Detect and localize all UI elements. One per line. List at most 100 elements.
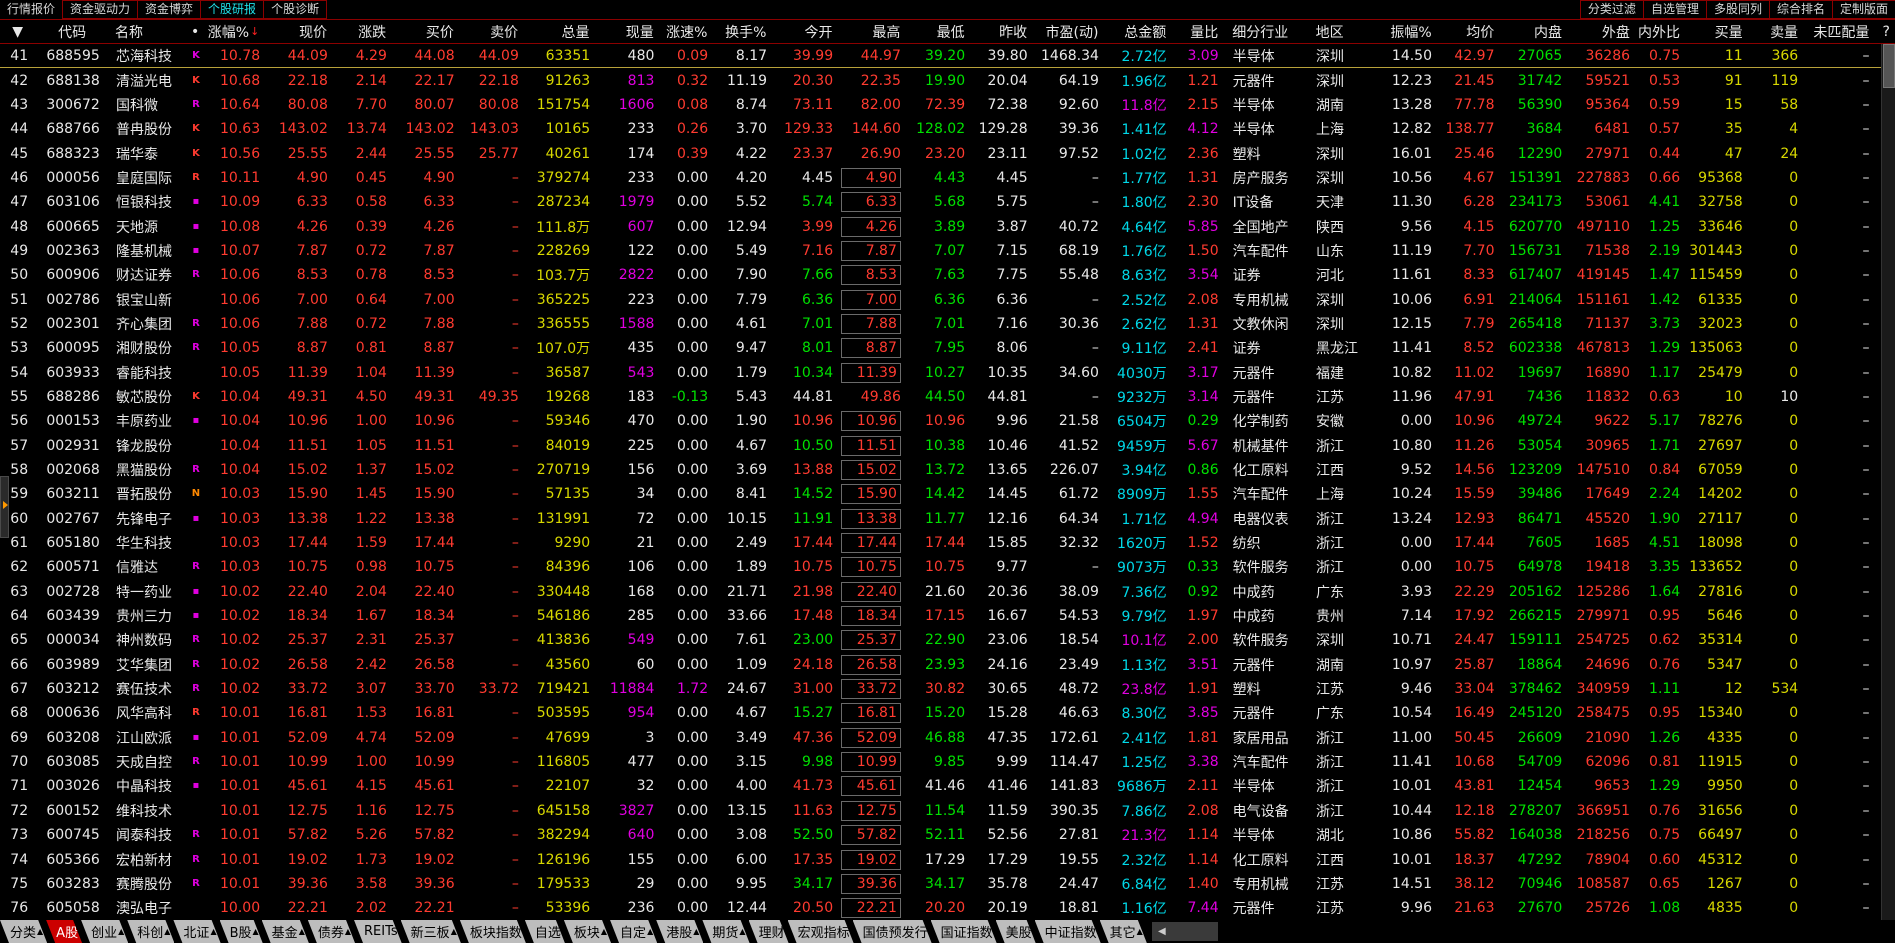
- bottom-tab-14[interactable]: 自定 ▲: [610, 920, 657, 943]
- table-row[interactable]: 74 605366 宏柏新材 R 10.01 19.02 1.73 19.02–126196 1…: [0, 847, 1895, 871]
- bottom-tab-16[interactable]: 期货 ▲: [702, 920, 749, 943]
- column-header-flag[interactable]: •: [182, 20, 208, 44]
- vertical-scrollbar[interactable]: [1881, 44, 1895, 920]
- scrollbar-thumb[interactable]: [1883, 44, 1895, 88]
- bottom-tab-23[interactable]: 其它 ▲: [1100, 920, 1147, 943]
- column-header-avg[interactable]: 均价: [1440, 20, 1503, 44]
- bottom-tab-9[interactable]: REITs: [354, 920, 402, 943]
- table-row[interactable]: 69 603208 江山欧派 ▪ 10.01 52.09 4.74 52.09–47699 3 0…: [0, 726, 1895, 750]
- column-header-code[interactable]: 代码: [35, 20, 109, 44]
- column-header-outer[interactable]: 外盘: [1570, 20, 1638, 44]
- bottom-tab-19[interactable]: 国债预发行: [853, 920, 932, 943]
- column-header-help[interactable]: ?: [1877, 20, 1895, 44]
- table-row[interactable]: 58 002068 黑猫股份 R 10.04 15.02 1.37 15.02–270719 1…: [0, 458, 1895, 482]
- table-row[interactable]: 70 603085 天成自控 R 10.01 10.99 1.00 10.99–116805 4…: [0, 750, 1895, 774]
- table-row[interactable]: 61 605180 华生科技 10.03 17.44 1.59 17.44–9290 21 0.…: [0, 531, 1895, 555]
- table-row[interactable]: 49 002363 隆基机械 ▪ 10.07 7.87 0.72 7.87–228269 122…: [0, 239, 1895, 263]
- bottom-tab-bar[interactable]: 分类 ▲ A股 创业 ▲ 科创 ▲ 北证 ▲ B股 ▲ 基金 ▲ 债券 ▲ REITs 新三板 ▲ 板块指数 自选 板块…: [0, 920, 1895, 943]
- column-header-pe[interactable]: 市盈(动): [1035, 20, 1106, 44]
- table-row[interactable]: 41 688595 芯海科技 K 10.78 44.09 4.29 44.08 44.09 633…: [0, 44, 1895, 69]
- table-row[interactable]: 43 300672 国科微 R 10.64 80.08 7.70 80.07 80.08 1517…: [0, 93, 1895, 117]
- column-header-unmatched[interactable]: 未匹配量: [1806, 20, 1877, 44]
- table-row[interactable]: 67 603212 赛伍技术 R 10.02 33.72 3.07 33.70 33.72 719…: [0, 677, 1895, 701]
- top-menu-right-item-4[interactable]: 综合排名: [1768, 0, 1832, 19]
- column-header-row[interactable]: ▼ 代码 名称 • 涨幅% ↓ 现价 涨跌 买价 卖价 总量 现量 涨速% 换手% 今开 最高 最低 昨收 市盈(动…: [0, 20, 1895, 44]
- top-menu-item-2[interactable]: 资金驱动力: [63, 0, 139, 19]
- column-header-region[interactable]: 地区: [1310, 20, 1374, 44]
- bottom-tab-8[interactable]: 债券 ▲: [308, 920, 355, 943]
- column-header-turn[interactable]: 换手%: [715, 20, 774, 44]
- column-header-ratio[interactable]: 量比: [1174, 20, 1226, 44]
- top-menu-right-item-2[interactable]: 自选管理: [1642, 0, 1706, 19]
- table-row[interactable]: 42 688138 清溢光电 K 10.68 22.18 2.14 22.17 22.18 912…: [0, 68, 1895, 92]
- table-row[interactable]: 47 603106 恒银科技 ▪ 10.09 6.33 0.58 6.33–287234 197…: [0, 190, 1895, 214]
- top-menu-right-item-3[interactable]: 多股同列: [1705, 0, 1769, 19]
- table-row[interactable]: 60 002767 先锋电子 ▪ 10.03 13.38 1.22 13.38–131991 7…: [0, 507, 1895, 531]
- column-header-pct[interactable]: 涨幅% ↓: [208, 20, 267, 44]
- top-menu-item-3[interactable]: 资金博弈: [138, 0, 202, 19]
- bottom-tab-17[interactable]: 理财: [749, 920, 789, 943]
- bottom-tab-4[interactable]: 科创 ▲: [127, 920, 174, 943]
- column-header-speed[interactable]: 涨速%: [662, 20, 716, 44]
- bottom-tab-7[interactable]: 基金 ▲: [262, 920, 309, 943]
- table-row[interactable]: 75 603283 赛腾股份 R 10.01 39.36 3.58 39.36–179533 2…: [0, 872, 1895, 896]
- bottom-tab-12[interactable]: 自选: [525, 920, 565, 943]
- quote-rows[interactable]: 41 688595 芯海科技 K 10.78 44.09 4.29 44.08 44.09 633…: [0, 44, 1895, 943]
- column-header-industry[interactable]: 细分行业: [1226, 20, 1309, 44]
- column-header-price[interactable]: 现价: [267, 20, 335, 44]
- bottom-tab-21[interactable]: 美股: [996, 920, 1036, 943]
- bottom-tab-18[interactable]: 宏观指标: [788, 920, 854, 943]
- table-row[interactable]: 66 603989 艾华集团 R 10.02 26.58 2.42 26.58–43560 60…: [0, 653, 1895, 677]
- table-row[interactable]: 54 603933 睿能科技 10.05 11.39 1.04 11.39–36587 543…: [0, 360, 1895, 384]
- bottom-tab-10[interactable]: 新三板 ▲: [401, 920, 461, 943]
- table-row[interactable]: 63 002728 特一药业 ▪ 10.02 22.40 2.04 22.40–330448 1…: [0, 580, 1895, 604]
- table-row[interactable]: 55 688286 敏芯股份 K 10.04 49.31 4.50 49.31 49.35 192…: [0, 385, 1895, 409]
- table-row[interactable]: 71 003026 中晶科技 ▪ 10.01 45.61 4.15 45.61–22107 32…: [0, 774, 1895, 798]
- column-header-prev[interactable]: 昨收: [973, 20, 1036, 44]
- table-row[interactable]: 57 002931 锋龙股份 10.04 11.51 1.05 11.51–84019 225…: [0, 434, 1895, 458]
- top-menu-item-4[interactable]: 个股研报: [201, 0, 265, 19]
- table-row[interactable]: 72 600152 维科技术 10.01 12.75 1.16 12.75–645158 38…: [0, 799, 1895, 823]
- bottom-tab-5[interactable]: 北证 ▲: [173, 920, 220, 943]
- table-row[interactable]: 64 603439 贵州三力 ▪ 10.02 18.34 1.67 18.34–546186 2…: [0, 604, 1895, 628]
- table-row[interactable]: 68 000636 风华高科 R 10.01 16.81 1.53 16.81–503595 9…: [0, 701, 1895, 725]
- bottom-tab-20[interactable]: 国证指数: [931, 920, 997, 943]
- bottom-tabs-group[interactable]: 分类 ▲ A股 创业 ▲ 科创 ▲ 北证 ▲ B股 ▲ 基金 ▲ 债券 ▲ REITs 新三板 ▲ 板块指数 自选 板块…: [0, 920, 1146, 943]
- table-row[interactable]: 45 688323 瑞华泰 K 10.56 25.55 2.44 25.55 25.77 4026…: [0, 141, 1895, 165]
- top-menu-item-1[interactable]: 行情报价: [0, 0, 64, 19]
- table-row[interactable]: 44 688766 普冉股份 K 10.63 143.02 13.74 143.02 143.0…: [0, 117, 1895, 141]
- column-header-ask[interactable]: 卖价: [462, 20, 526, 44]
- column-header-io[interactable]: 内外比: [1638, 20, 1688, 44]
- table-row[interactable]: 73 600745 闻泰科技 R 10.01 57.82 5.26 57.82–382294 6…: [0, 823, 1895, 847]
- column-header-open[interactable]: 今开: [774, 20, 840, 44]
- bottom-tab-3[interactable]: 创业 ▲: [81, 920, 128, 943]
- column-header-low[interactable]: 最低: [908, 20, 972, 44]
- top-menu-item-5[interactable]: 个股诊断: [264, 0, 328, 19]
- table-row[interactable]: 53 600095 湘财股份 R 10.05 8.87 0.81 8.87–107.0万 435…: [0, 336, 1895, 360]
- bottom-tab-2[interactable]: A股: [46, 920, 82, 943]
- top-menu-right-item-5[interactable]: 定制版面: [1831, 0, 1895, 19]
- bottom-tab-13[interactable]: 板块 ▲: [564, 920, 611, 943]
- table-row[interactable]: 51 002786 银宝山新 10.06 7.00 0.64 7.00–365225 223 0…: [0, 287, 1895, 311]
- table-row[interactable]: 59 603211 晋拓股份 N 10.03 15.90 1.45 15.90–57135 34…: [0, 482, 1895, 506]
- column-header-arrow[interactable]: ▼: [0, 20, 35, 44]
- table-row[interactable]: 62 600571 信雅达 R 10.03 10.75 0.98 10.75–84396 106…: [0, 555, 1895, 579]
- column-header-chg[interactable]: 涨跌: [335, 20, 394, 44]
- column-header-name[interactable]: 名称: [109, 20, 182, 44]
- column-header-amp[interactable]: 振幅%: [1374, 20, 1440, 44]
- column-header-sellvol[interactable]: 卖量: [1751, 20, 1806, 44]
- table-row[interactable]: 48 600665 天地源 ▪ 10.08 4.26 0.39 4.26–111.8万 607 0…: [0, 214, 1895, 238]
- table-row[interactable]: 46 000056 皇庭国际 R 10.11 4.90 0.45 4.90–379274 233…: [0, 166, 1895, 190]
- bottom-tab-6[interactable]: B股 ▲: [220, 920, 263, 943]
- table-row[interactable]: 65 000034 神州数码 R 10.02 25.37 2.31 25.37–413836 5…: [0, 628, 1895, 652]
- column-header-amount[interactable]: 总金额: [1106, 20, 1174, 44]
- bottom-tab-15[interactable]: 港股 ▲: [656, 920, 703, 943]
- bottom-tab-11[interactable]: 板块指数: [460, 920, 526, 943]
- table-row[interactable]: 50 600906 财达证券 R 10.06 8.53 0.78 8.53–103.7万 282…: [0, 263, 1895, 287]
- table-row[interactable]: 56 000153 丰原药业 ▪ 10.04 10.96 1.00 10.96–59346 47…: [0, 409, 1895, 433]
- bottom-tab-22[interactable]: 中证指数: [1035, 920, 1101, 943]
- column-header-cur[interactable]: 现量: [597, 20, 661, 44]
- column-header-buyvol[interactable]: 买量: [1688, 20, 1751, 44]
- column-header-high[interactable]: 最高: [841, 20, 909, 44]
- table-row[interactable]: 52 002301 齐心集团 R 10.06 7.88 0.72 7.88–336555 158…: [0, 312, 1895, 336]
